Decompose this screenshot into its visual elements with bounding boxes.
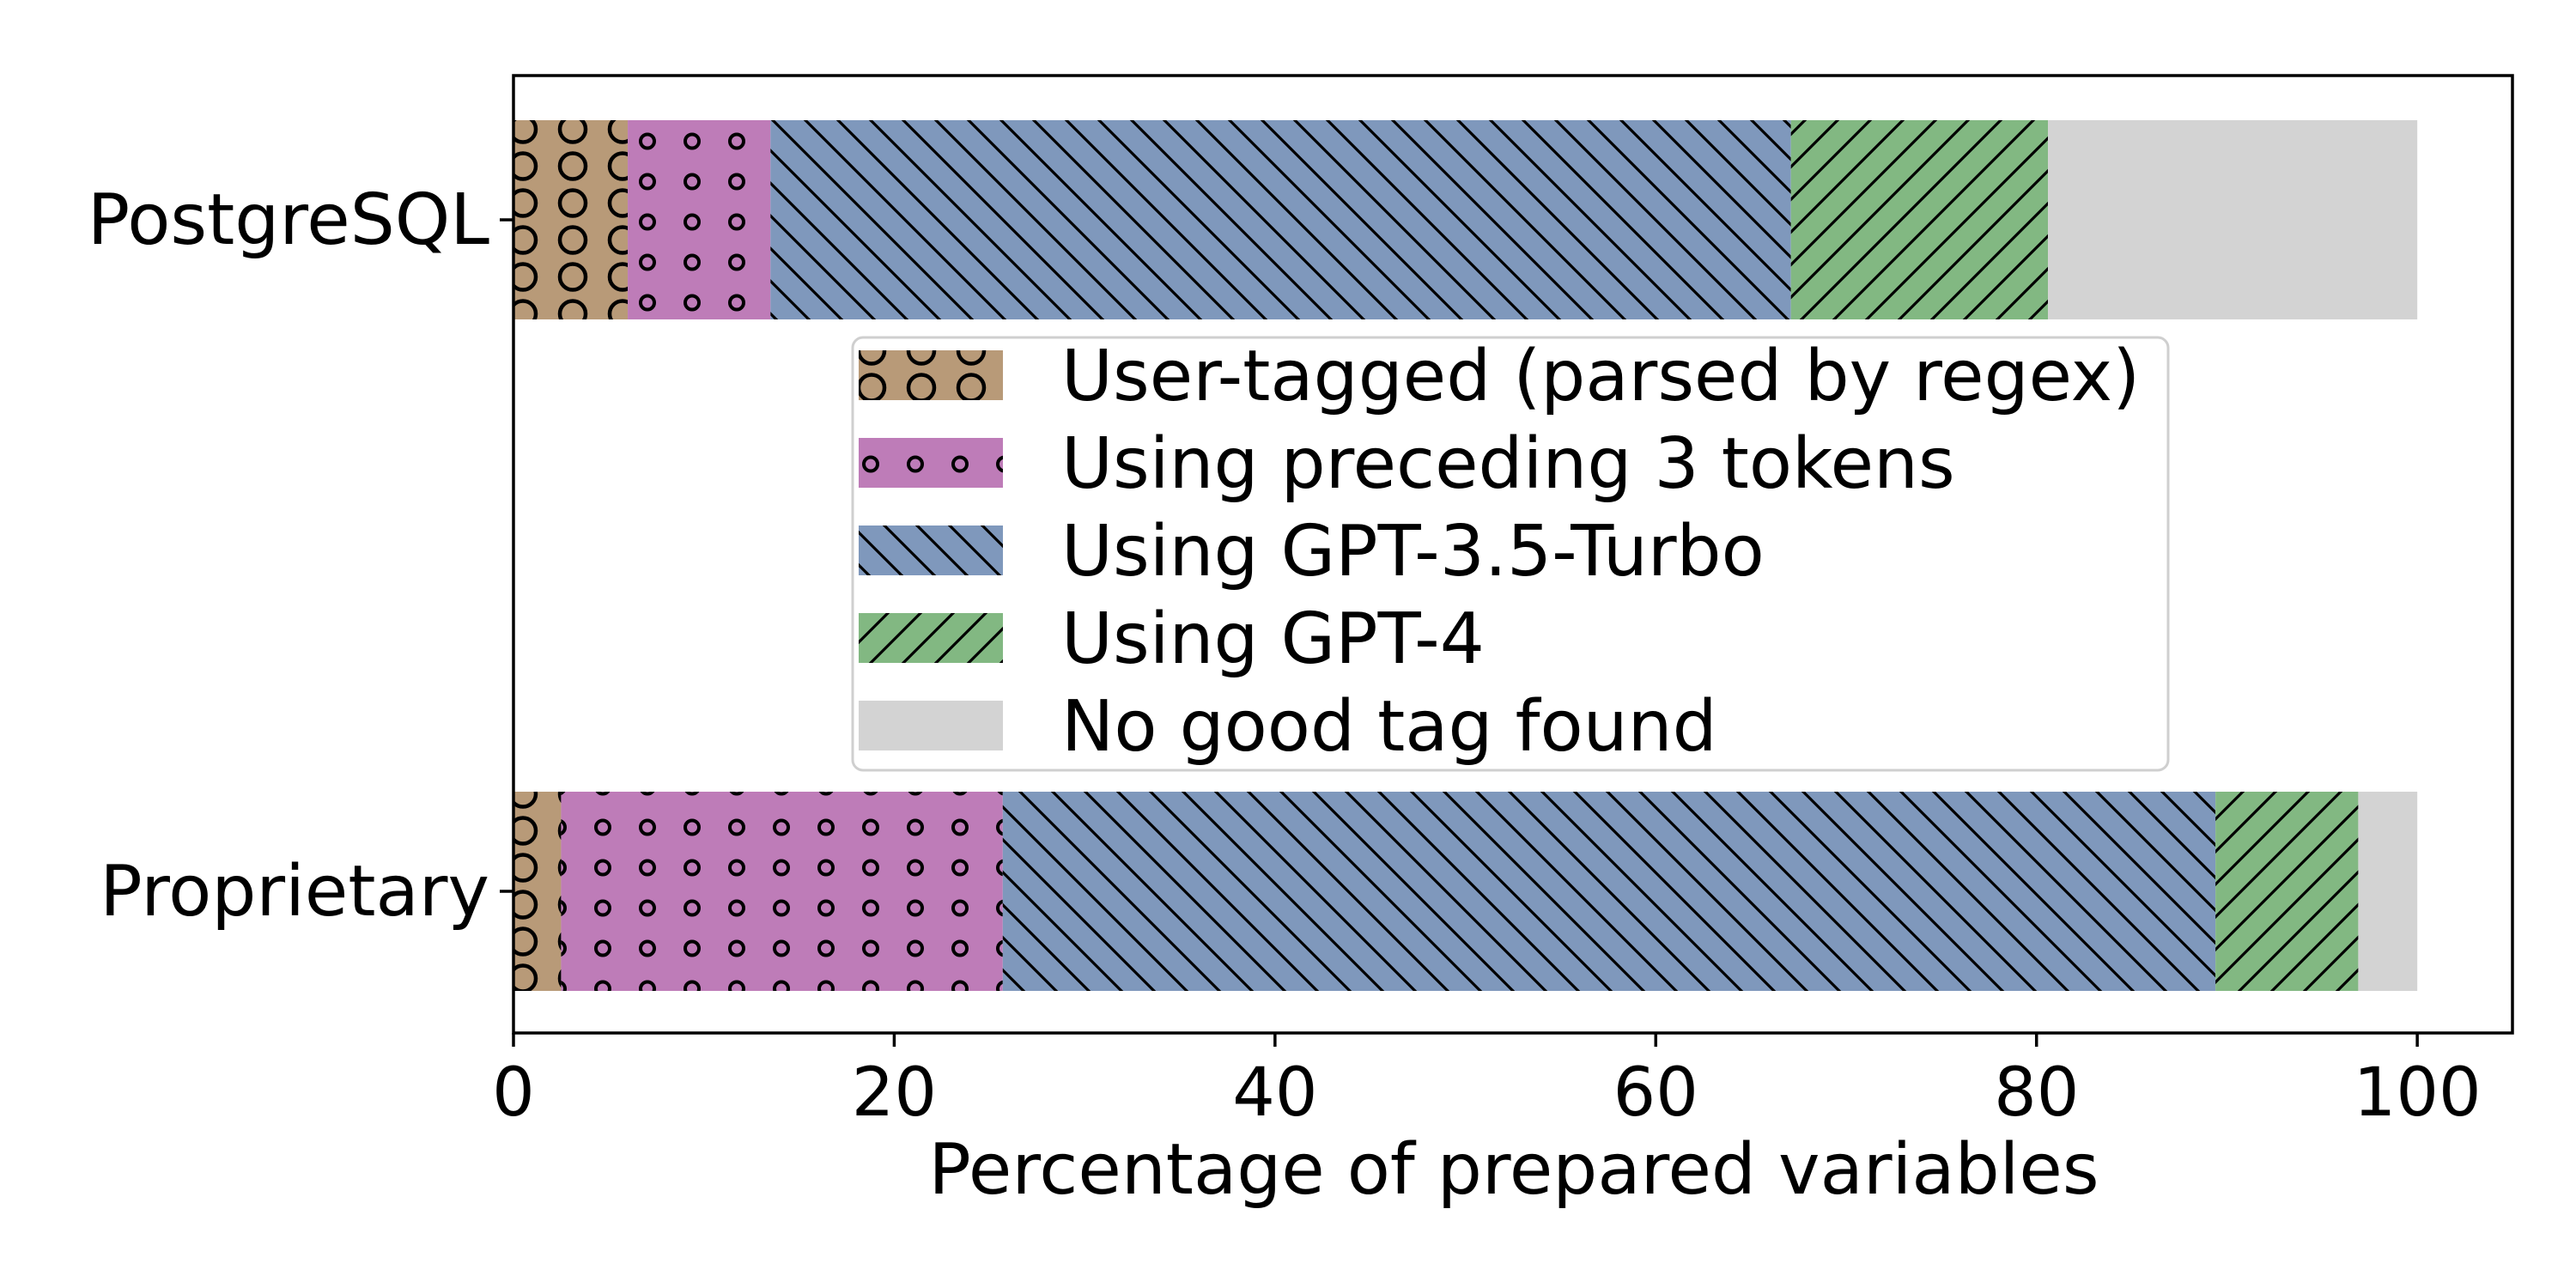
bar-hatch <box>1002 792 2216 991</box>
legend-item: Using preceding 3 tokens <box>859 423 1955 505</box>
bar-hatch <box>628 120 771 319</box>
x-tick-label: 20 <box>852 1054 937 1132</box>
category-label: Proprietary <box>100 851 489 933</box>
bar-fill <box>2048 120 2418 319</box>
legend-label: Using GPT-3.5-Turbo <box>1061 511 1765 592</box>
legend-label: Using GPT-4 <box>1061 598 1485 680</box>
bar-hatch <box>513 792 562 991</box>
legend-item: Using GPT-4 <box>859 598 1485 680</box>
bar-segment-proprietary-3 <box>2215 792 2359 991</box>
legend-item: Using GPT-3.5-Turbo <box>859 511 1765 592</box>
bar-segment-proprietary-0 <box>513 792 562 991</box>
x-tick-label: 60 <box>1613 1054 1698 1132</box>
bar-hatch <box>770 120 1791 319</box>
bar-segment-postgresql-0 <box>513 120 629 319</box>
legend-swatch-hatch <box>859 613 1003 663</box>
legend-frame <box>851 336 2170 772</box>
bar-segment-postgresql-4 <box>2048 120 2418 319</box>
bar-segment-postgresql-2 <box>770 120 1791 319</box>
x-tick-label: 80 <box>1994 1054 2079 1132</box>
category-label: PostgreSQL <box>88 179 490 261</box>
bar-segment-proprietary-4 <box>2358 792 2418 991</box>
legend-item: User-tagged (parsed by regex) <box>859 336 2140 417</box>
x-axis-label: Percentage of prepared variables <box>928 1129 2099 1211</box>
bar-hatch <box>1790 120 2049 319</box>
bar-hatch <box>561 792 1003 991</box>
legend-swatch <box>859 701 1003 750</box>
bar-hatch <box>2215 792 2359 991</box>
legend-swatch-hatch <box>859 350 1003 400</box>
legend-swatch-hatch <box>859 526 1003 575</box>
bar-hatch <box>513 120 629 319</box>
x-tick-label: 100 <box>2354 1054 2482 1132</box>
bar-segment-proprietary-1 <box>561 792 1003 991</box>
legend-swatch-hatch <box>859 438 1003 488</box>
bars-layer <box>513 120 2418 991</box>
legend-label: No good tag found <box>1061 686 1717 768</box>
legend: User-tagged (parsed by regex)Using prece… <box>851 336 2170 772</box>
legend-item: No good tag found <box>859 686 1717 768</box>
bar-segment-postgresql-3 <box>1790 120 2049 319</box>
axes-layer: 0 20 40 60 80 100 PostgreSQL Proprietary <box>88 74 2514 1132</box>
legend-label: User-tagged (parsed by regex) <box>1061 336 2140 417</box>
legend-label: Using preceding 3 tokens <box>1061 423 1955 505</box>
plot-frame <box>512 74 2514 1035</box>
x-tick-label: 0 <box>492 1054 535 1132</box>
bar-segment-postgresql-1 <box>628 120 771 319</box>
bar-segment-proprietary-2 <box>1002 792 2216 991</box>
x-tick-label: 40 <box>1232 1054 1317 1132</box>
bar-fill <box>2358 792 2418 991</box>
